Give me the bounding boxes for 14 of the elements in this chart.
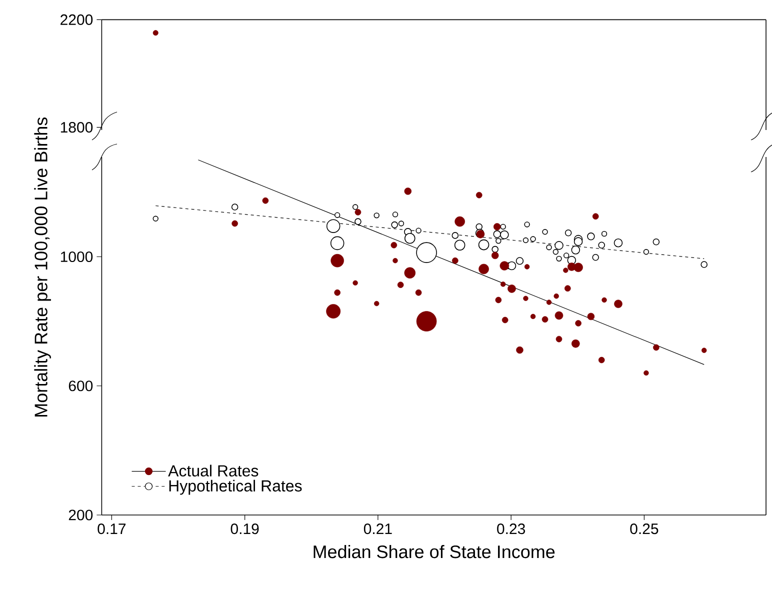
y-axis-title: Mortality Rate per 100,000 Live Births xyxy=(34,117,51,416)
y-tick-label: 1800 xyxy=(60,122,93,133)
legend-label: Actual Rates xyxy=(168,464,258,476)
x-tick-label: 0.19 xyxy=(230,524,259,534)
y-tick-label: 200 xyxy=(68,510,93,520)
y-tick-label: 600 xyxy=(68,380,93,392)
legend-label: Hypothetical Rates xyxy=(169,480,302,495)
y-tick-label: 2200 xyxy=(60,14,93,26)
x-axis-title: Median Share of State Income xyxy=(314,544,555,558)
x-tick-label: 0.23 xyxy=(497,524,526,534)
x-tick-label: 0.21 xyxy=(364,524,392,534)
x-tick-label: 0.25 xyxy=(630,524,658,534)
x-tick-label: 0.17 xyxy=(98,524,126,534)
y-tick-label: 1000 xyxy=(60,251,93,262)
